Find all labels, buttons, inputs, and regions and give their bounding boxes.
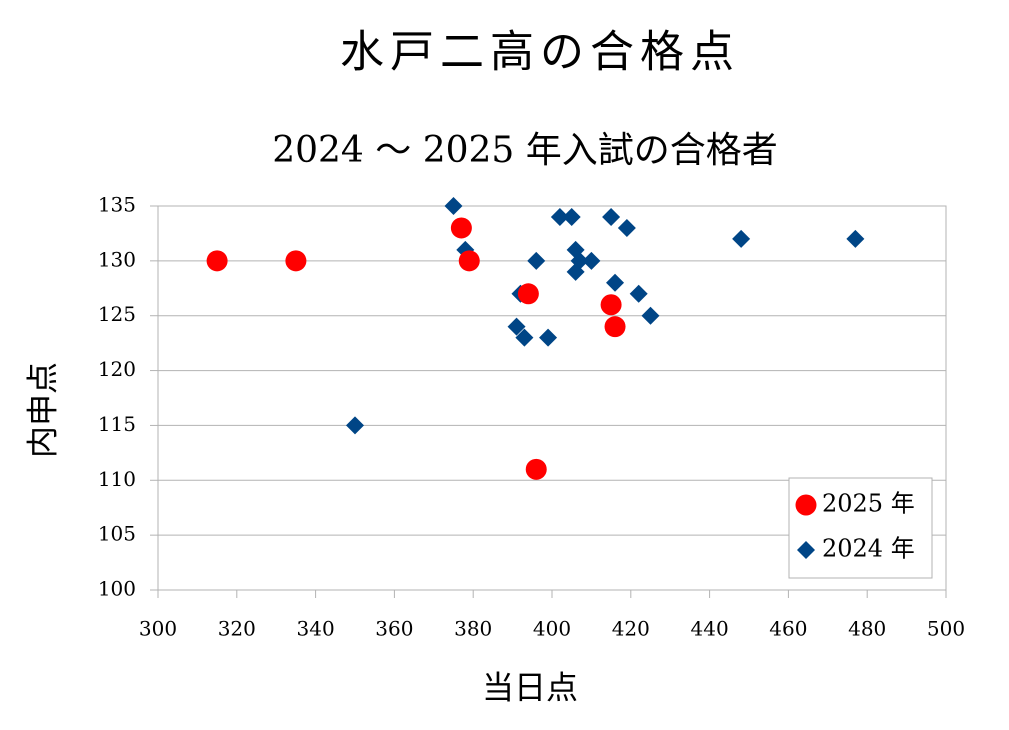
circle-marker <box>458 250 480 272</box>
circle-marker <box>604 316 626 338</box>
x-axis-label: 当日点 <box>482 669 578 707</box>
y-tick-label: 115 <box>98 412 136 436</box>
diamond-marker <box>602 207 621 226</box>
circle-marker <box>525 458 547 480</box>
diamond-marker <box>550 207 569 226</box>
x-tick-label: 440 <box>691 617 729 641</box>
diamond-marker <box>641 306 660 325</box>
legend-marker <box>797 541 815 559</box>
x-tick-label: 340 <box>297 617 335 641</box>
y-axis-label: 内申点 <box>24 362 62 458</box>
x-tick-label: 480 <box>848 617 886 641</box>
legend-box <box>788 477 933 579</box>
x-tick-label: 400 <box>533 617 571 641</box>
y-tick-label: 130 <box>98 247 136 271</box>
diamond-marker <box>507 317 526 336</box>
diamond-marker <box>346 416 364 435</box>
x-tick-label: 500 <box>927 617 965 641</box>
x-tick-label: 360 <box>375 617 413 641</box>
y-tick-label: 135 <box>98 193 136 217</box>
y-tick-label: 105 <box>98 522 136 546</box>
x-tick-label: 380 <box>454 617 492 641</box>
diamond-marker <box>582 251 601 270</box>
diamond-marker <box>566 262 585 281</box>
diamond-marker <box>562 207 581 226</box>
legend-marker <box>795 494 817 516</box>
diamond-marker <box>846 229 865 248</box>
circle-marker <box>517 283 539 305</box>
x-tick-label: 320 <box>218 617 256 641</box>
diamond-marker <box>515 328 534 347</box>
diamond-marker <box>527 251 546 270</box>
legend-label: 2024 年 <box>822 535 915 563</box>
x-tick-label: 300 <box>139 617 177 641</box>
chart-title: 水戸二高の合格点 <box>340 27 740 78</box>
circle-marker <box>450 217 472 239</box>
circle-marker <box>285 250 307 272</box>
circle-marker <box>206 250 228 272</box>
y-tick-label: 120 <box>98 357 136 381</box>
y-tick-label: 100 <box>98 577 136 601</box>
circle-marker <box>600 294 622 316</box>
x-tick-label: 420 <box>612 617 650 641</box>
diamond-marker <box>444 197 463 215</box>
plot-frame <box>157 205 947 591</box>
legend-label: 2025 年 <box>822 490 915 518</box>
diamond-marker <box>617 218 636 237</box>
y-tick-label: 125 <box>98 302 136 326</box>
diamond-marker <box>732 229 751 248</box>
y-tick-label: 110 <box>98 467 136 491</box>
chart-subtitle: 2024 ～ 2025 年入試の合格者 <box>272 130 778 171</box>
diamond-marker <box>539 328 558 347</box>
diamond-marker <box>629 284 648 303</box>
diamond-marker <box>606 273 625 292</box>
x-tick-label: 460 <box>769 617 807 641</box>
